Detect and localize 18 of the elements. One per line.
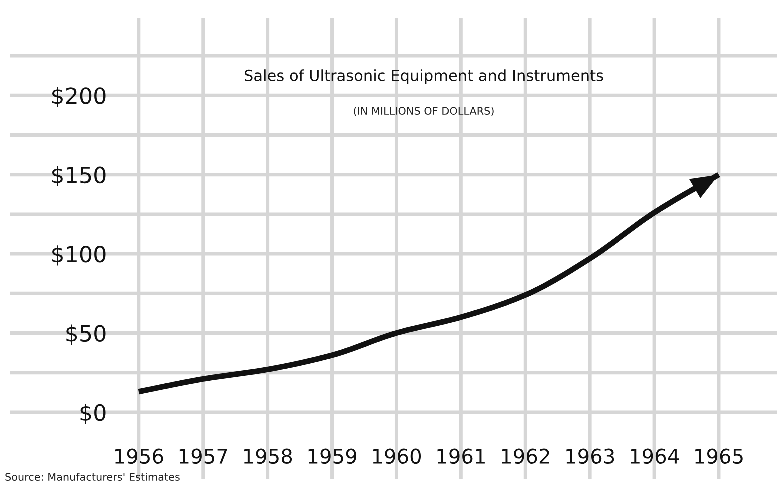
x-tick-label: 1961 — [438, 448, 485, 464]
x-tick-label: 1965 — [696, 448, 743, 464]
annotation: Source: Manufacturers' Estimates — [6, 472, 180, 482]
x-tick-label: 1956 — [115, 448, 164, 464]
text: Sales of Ultrasonic Equipment and Instruments — [244, 70, 604, 84]
x-tick-label: 1957 — [180, 448, 228, 464]
x-tick-label: 1964 — [631, 448, 680, 464]
y-tick-label: $150 — [52, 166, 106, 187]
x-tick-label: 1958 — [244, 448, 292, 464]
x-tick-label: 1963 — [566, 448, 614, 464]
x-tick-label: 1962 — [502, 448, 550, 464]
y-tick-label: $100 — [52, 246, 106, 266]
x-tick-label: 1959 — [308, 448, 356, 464]
text: (IN MILLIONS OF DOLLARS) — [354, 106, 494, 116]
y-tick-label: $50 — [66, 324, 106, 345]
y-tick-label: $0 — [80, 404, 106, 424]
x-tick-label: 1960 — [373, 448, 422, 464]
y-tick-label: $200 — [52, 87, 106, 108]
